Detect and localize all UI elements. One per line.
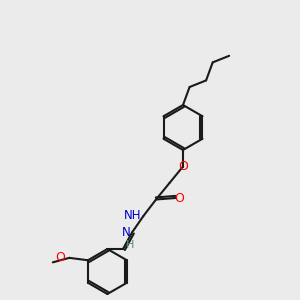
Text: NH: NH: [124, 209, 142, 223]
Text: O: O: [178, 160, 188, 173]
Text: H: H: [126, 240, 135, 250]
Text: N: N: [122, 226, 130, 239]
Text: O: O: [56, 251, 65, 264]
Text: O: O: [175, 191, 184, 205]
